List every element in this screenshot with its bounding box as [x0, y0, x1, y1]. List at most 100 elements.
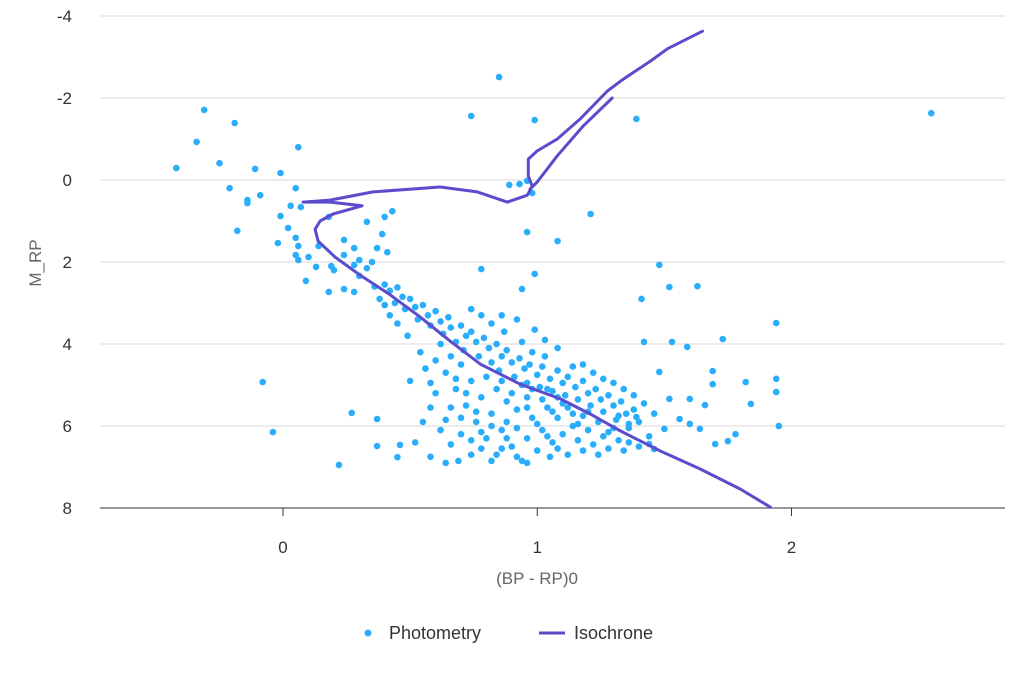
photometry-point [478, 312, 485, 319]
photometry-point [200, 106, 208, 114]
photometry-point [437, 318, 444, 325]
photometry-point [526, 361, 533, 368]
y-tick-label: 2 [63, 253, 72, 272]
photometry-point [579, 377, 587, 385]
photometry-point [419, 418, 427, 426]
photometry-point [259, 378, 267, 386]
photometry-point [457, 430, 465, 438]
x-tick-label: 0 [278, 538, 287, 557]
photometry-point [475, 353, 483, 360]
photometry-point [559, 430, 566, 438]
photometry-point [478, 265, 485, 273]
photometry-point [493, 451, 500, 459]
photometry-point [419, 301, 427, 309]
photometry-point [457, 414, 465, 422]
photometry-point [620, 447, 627, 454]
photometry-point [234, 227, 241, 235]
photometry-point [544, 433, 551, 440]
photometry-point [661, 425, 668, 433]
photometry-point [462, 389, 470, 397]
photometry-point [348, 409, 356, 417]
photometry-point [424, 312, 432, 319]
photometry-point [231, 119, 238, 127]
photometry-point [350, 261, 358, 269]
y-tick-label: 6 [63, 417, 72, 436]
photometry-point [584, 389, 592, 397]
photometry-point [284, 224, 292, 232]
photometry-point [528, 348, 536, 356]
photometry-point [457, 322, 465, 329]
photometry-point [531, 326, 538, 334]
photometry-point [574, 396, 582, 403]
y-axis-ticks: -4 -2 0 2 4 6 8 [57, 7, 72, 518]
photometry-point [442, 369, 450, 377]
photometry-point [546, 453, 554, 461]
photometry-point [452, 385, 460, 393]
photometry-point [600, 375, 607, 383]
photometry-point [498, 353, 506, 360]
photometry-point [462, 332, 470, 340]
photometry-point [516, 180, 523, 188]
y-tick-label: -4 [57, 7, 72, 26]
legend-item-isochrone[interactable]: Isochrone [539, 623, 653, 643]
photometry-point [531, 116, 538, 124]
photometry-point [508, 443, 516, 450]
photometry-point [523, 404, 531, 411]
photometry-point [561, 392, 569, 399]
photometry-point [330, 266, 338, 274]
isochrone-segment [528, 96, 614, 191]
photometry-point [467, 328, 475, 336]
photometry-point [457, 361, 465, 368]
photometry-point [638, 295, 645, 303]
photometry-point [506, 181, 513, 189]
photometry-point [411, 303, 419, 311]
photometry-point [274, 239, 282, 247]
photometry-point [394, 284, 401, 291]
photometry-point [340, 285, 348, 293]
photometry-point [447, 441, 455, 448]
photometry-point [384, 248, 391, 256]
legend-item-photometry[interactable]: Photometry [364, 623, 482, 643]
photometry-point [432, 307, 439, 315]
photometry-point [587, 402, 594, 409]
photometry-point [472, 408, 480, 416]
photometry-point [701, 401, 709, 409]
photometry-point [478, 445, 485, 452]
photometry-point [394, 320, 401, 327]
photometry-point [579, 447, 587, 454]
photometry-point [295, 256, 302, 264]
photometry-point [386, 312, 394, 319]
photometry-point [277, 169, 284, 177]
photometry-point [442, 459, 450, 467]
photometry-point [503, 346, 511, 354]
photometry-point [381, 281, 389, 288]
photometry-point [312, 263, 320, 271]
photometry-point [569, 410, 577, 418]
photometry-point [498, 377, 506, 385]
photometry-point [531, 270, 538, 278]
y-tick-label: -2 [57, 89, 72, 108]
photometry-point [610, 379, 617, 387]
photometry-point [356, 256, 363, 264]
photometry-point [447, 353, 455, 360]
photometry-point [399, 293, 406, 301]
photometry-point [694, 282, 701, 290]
photometry-point [572, 383, 579, 391]
photometry-point [381, 301, 389, 309]
photometry-point [666, 395, 673, 403]
photometry-point [373, 415, 381, 423]
photometry-point [569, 363, 577, 370]
photometry-point [630, 406, 638, 413]
photometry-point [546, 375, 554, 383]
photometry-point [554, 237, 561, 245]
photometry-point [605, 392, 612, 399]
photometry-point [480, 334, 488, 342]
photometry-point [523, 228, 531, 236]
photometry-point [574, 420, 582, 428]
photometry-point [508, 389, 516, 397]
photometry-point [559, 379, 566, 387]
photometry-point [467, 112, 475, 120]
photometry-point [635, 443, 643, 450]
legend-label-isochrone: Isochrone [574, 623, 653, 643]
photometry-point [437, 340, 444, 348]
